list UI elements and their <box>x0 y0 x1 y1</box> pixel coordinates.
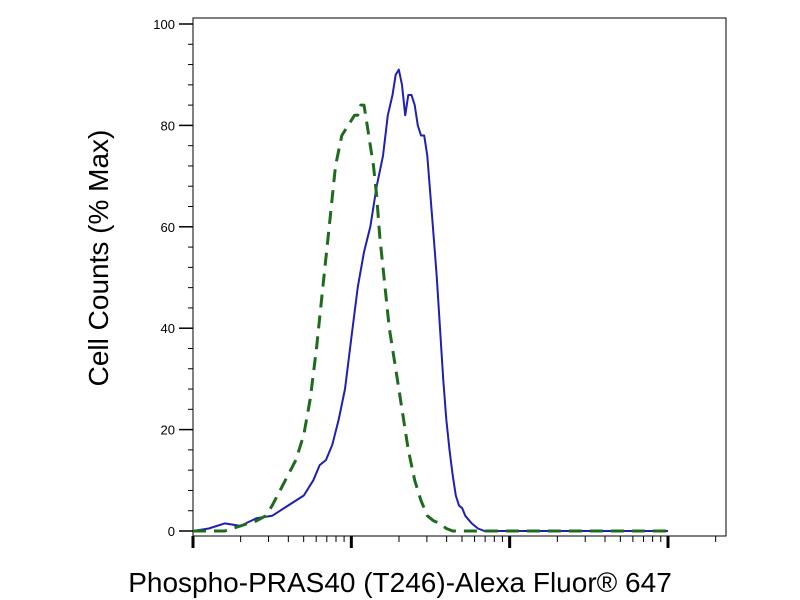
solid-histogram-line <box>192 68 668 532</box>
y-tick-label: 20 <box>161 423 175 438</box>
y-tick-label: 80 <box>161 118 175 133</box>
y-tick-label: 100 <box>153 17 175 32</box>
x-axis <box>191 536 717 548</box>
plot-frame <box>192 17 727 537</box>
x-axis-title: Phospho-PRAS40 (T246)-Alexa Fluor® 647 <box>128 567 672 598</box>
y-axis: 0 20 40 60 80 100 <box>153 17 193 539</box>
y-tick-label: 60 <box>161 220 175 235</box>
series-layer <box>192 68 668 533</box>
y-tick-label: 40 <box>161 321 175 336</box>
y-axis-title: Cell Counts (% Max) <box>83 130 114 387</box>
dashed-histogram-line <box>193 103 668 533</box>
y-tick-label: 0 <box>168 524 175 539</box>
